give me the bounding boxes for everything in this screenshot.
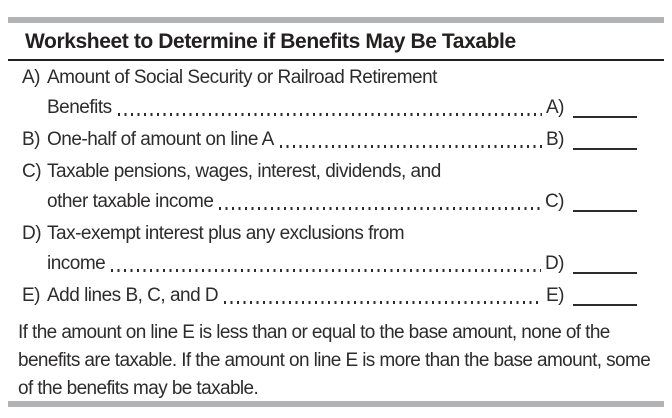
row-letter: C)	[22, 161, 42, 182]
answer-label: E)	[546, 285, 565, 306]
row-text-line: One-half of amount on line A	[47, 129, 274, 150]
row-text-line: other taxable income	[47, 191, 214, 212]
row-text-line: Add lines B, C, and D	[47, 285, 219, 306]
answer-blank-line	[573, 272, 637, 274]
worksheet-rows: A) Amount of Social Security or Railroad…	[8, 61, 664, 311]
row-letter: E)	[22, 285, 41, 306]
row-text-line: income	[47, 253, 106, 274]
row-letter: D)	[22, 223, 42, 244]
row-text-line: Tax-exempt interest plus any exclusions …	[47, 223, 405, 244]
answer-label: C)	[544, 191, 565, 212]
dotted-leader	[111, 269, 541, 272]
row-text-line: Benefits	[47, 97, 112, 118]
row-letter: B)	[22, 129, 41, 150]
answer-label: A)	[546, 97, 565, 118]
bottom-rule-bar	[8, 401, 664, 407]
worksheet-row-a: A) Amount of Social Security or Railroad…	[22, 63, 637, 123]
row-text-line: Taxable pensions, wages, interest, divid…	[47, 161, 441, 182]
title-underline-rule	[8, 59, 664, 61]
answer-blank-line	[573, 304, 637, 306]
worksheet-row-d: D) Tax-exempt interest plus any exclusio…	[22, 219, 637, 279]
worksheet-row-b: B) One-half of amount on line A B)	[22, 125, 637, 155]
answer-label: B)	[546, 129, 565, 150]
top-rule-bar	[8, 17, 664, 23]
dotted-leader	[219, 207, 541, 210]
dotted-leader	[279, 145, 542, 148]
dotted-leader	[224, 301, 542, 304]
dotted-leader	[117, 113, 542, 116]
worksheet-title: Worksheet to Determine if Benefits May B…	[25, 30, 516, 53]
explanatory-note: If the amount on line E is less than or …	[18, 322, 651, 399]
worksheet-row-c: C) Taxable pensions, wages, interest, di…	[22, 157, 637, 217]
row-text-line: Amount of Social Security or Railroad Re…	[47, 67, 437, 88]
answer-label: D)	[544, 253, 565, 274]
answer-blank-line	[573, 116, 637, 118]
row-letter: A)	[22, 67, 41, 88]
answer-blank-line	[573, 148, 637, 150]
worksheet-row-e: E) Add lines B, C, and D E)	[22, 281, 637, 311]
answer-blank-line	[573, 210, 637, 212]
